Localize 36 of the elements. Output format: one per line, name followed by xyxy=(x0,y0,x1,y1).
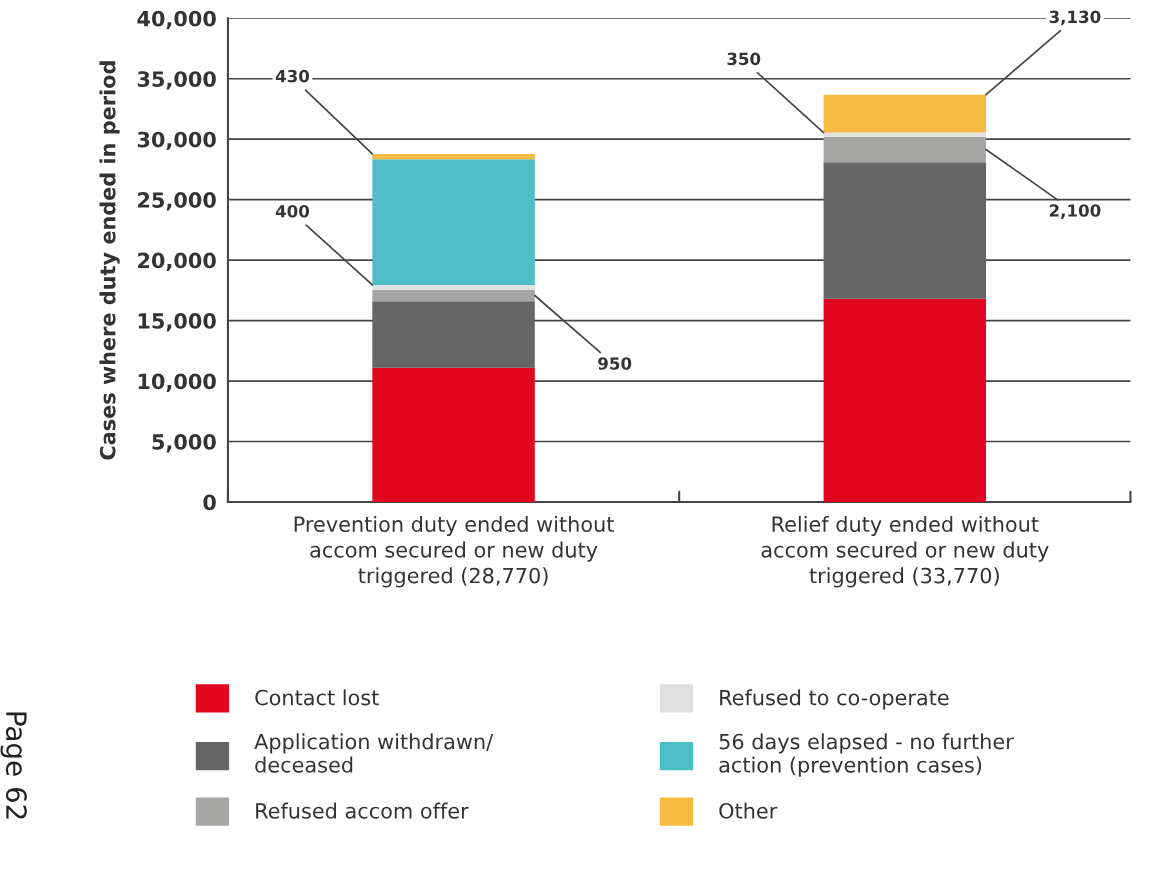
bar xyxy=(823,94,987,133)
legend-label: 56 days elapsed - no further action (prevention cases) xyxy=(719,733,1014,777)
x-tick-label: Relief duty ended without accom secured or new duty triggered (33,770) xyxy=(761,515,1049,588)
y-tick-label: 35,000 xyxy=(137,71,216,90)
bar xyxy=(823,136,987,163)
data-label: 400 xyxy=(275,204,310,218)
y-tick-label: 20,000 xyxy=(138,252,216,271)
y-tick-label: 25,000 xyxy=(138,192,216,211)
y-tick-label: 5,000 xyxy=(152,433,216,453)
bar xyxy=(372,367,535,502)
data-label: 430 xyxy=(275,69,310,83)
text: Page 62 xyxy=(0,712,27,819)
y-tick-label: 15,000 xyxy=(138,313,216,332)
bar xyxy=(372,301,535,368)
y-tick-label: 10,000 xyxy=(138,373,216,392)
bar xyxy=(823,132,987,137)
y-axis-title: Cases where duty ended in period xyxy=(99,61,120,460)
bar xyxy=(372,289,535,302)
data-label: 350 xyxy=(727,52,761,66)
bar xyxy=(372,284,535,290)
legend-label: Contact lost xyxy=(255,689,379,706)
y-tick-label: 40,000 xyxy=(137,10,216,30)
y-tick-label: 0 xyxy=(203,494,216,511)
bar xyxy=(372,159,535,285)
legend-label: Other xyxy=(719,802,778,819)
data-label: 2,100 xyxy=(1049,204,1101,219)
bar xyxy=(823,298,987,502)
bar xyxy=(372,153,535,160)
legend-label: Application withdrawn/ deceased xyxy=(254,733,494,773)
legend-label: Refused to co-operate xyxy=(720,689,949,710)
x-tick-label: Prevention duty ended without accom secured or new duty triggered (28,770) xyxy=(294,515,614,588)
legend-label: Refused accom offer xyxy=(256,802,469,819)
y-tick-label: 30,000 xyxy=(137,131,216,151)
bar xyxy=(823,162,987,299)
data-label: 950 xyxy=(598,357,632,370)
data-label: 3,130 xyxy=(1049,10,1101,26)
